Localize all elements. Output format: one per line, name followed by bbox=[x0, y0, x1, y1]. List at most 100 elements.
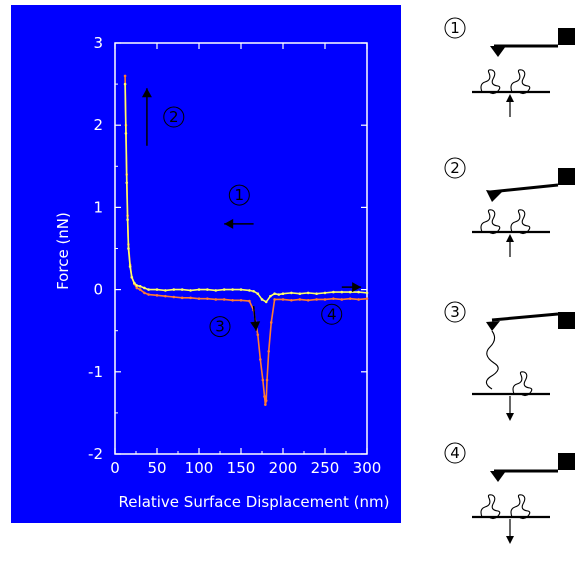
data-point bbox=[269, 321, 273, 324]
data-point bbox=[269, 294, 272, 298]
schematic-step-circle bbox=[444, 17, 466, 39]
data-point bbox=[348, 290, 352, 294]
data-point bbox=[164, 294, 167, 298]
data-point bbox=[172, 295, 176, 299]
step-marker-circle bbox=[163, 106, 185, 128]
data-point bbox=[260, 298, 264, 301]
data-point bbox=[306, 291, 310, 295]
data-point bbox=[164, 289, 167, 292]
schematic-step-2: 2 bbox=[444, 157, 575, 257]
step-marker-label: 1 bbox=[235, 186, 245, 204]
data-point bbox=[126, 218, 129, 222]
data-point bbox=[315, 298, 318, 301]
cantilever-beam bbox=[491, 312, 559, 322]
data-point bbox=[222, 298, 226, 301]
data-point bbox=[340, 298, 344, 301]
schematic-step-circle bbox=[444, 301, 466, 323]
data-point bbox=[261, 378, 265, 382]
data-point bbox=[138, 288, 142, 291]
data-point bbox=[206, 288, 209, 291]
step-marker-label: 4 bbox=[327, 305, 337, 323]
data-point bbox=[273, 298, 276, 301]
data-point bbox=[124, 132, 128, 135]
x-tick-label: 300 bbox=[353, 459, 382, 477]
data-point bbox=[214, 298, 218, 301]
data-point bbox=[259, 358, 262, 361]
protein-icon bbox=[480, 69, 501, 95]
protein-icon bbox=[480, 209, 501, 235]
data-point bbox=[128, 265, 132, 268]
schematic-drawing: 1 2 3 4 bbox=[444, 17, 575, 544]
x-tick-label: 50 bbox=[147, 459, 166, 477]
cantilever-holder bbox=[558, 453, 575, 470]
tip-icon bbox=[490, 471, 506, 482]
data-point bbox=[264, 403, 267, 406]
arrow-down-icon bbox=[506, 536, 514, 544]
protein-icon bbox=[510, 494, 531, 520]
data-point bbox=[147, 288, 150, 291]
cantilever-holder bbox=[558, 168, 575, 185]
data-point bbox=[138, 285, 142, 288]
series-group bbox=[123, 74, 369, 406]
data-point bbox=[135, 284, 139, 287]
tip-icon bbox=[486, 190, 502, 202]
schematic-step-circle bbox=[444, 157, 466, 179]
tip-icon bbox=[486, 321, 500, 331]
data-point bbox=[365, 291, 369, 295]
data-point bbox=[248, 299, 251, 303]
data-point bbox=[155, 288, 159, 291]
schematic-step-4: 4 bbox=[444, 442, 575, 544]
data-point bbox=[315, 292, 318, 296]
schematic-step-label: 2 bbox=[450, 159, 460, 177]
arrow-up-icon bbox=[506, 234, 514, 242]
step-arrow-head bbox=[141, 88, 152, 98]
data-point bbox=[277, 293, 281, 296]
data-point bbox=[123, 82, 127, 86]
data-point bbox=[267, 349, 271, 353]
data-point bbox=[332, 297, 335, 300]
data-point bbox=[180, 288, 184, 291]
data-point bbox=[206, 297, 209, 300]
data-point bbox=[147, 293, 150, 296]
data-point bbox=[248, 289, 251, 292]
data-point bbox=[357, 290, 360, 294]
arrow-down-icon bbox=[506, 413, 514, 421]
step-arrow-head bbox=[250, 321, 261, 331]
data-point bbox=[263, 395, 266, 398]
y-tick-label: 2 bbox=[93, 116, 103, 134]
data-point bbox=[231, 288, 234, 291]
data-point bbox=[281, 292, 285, 296]
step-marker-label: 3 bbox=[215, 318, 225, 336]
step-marker-circle bbox=[209, 316, 231, 338]
protein-icon bbox=[512, 371, 533, 397]
stretched-protein bbox=[485, 330, 499, 390]
afm-schematic: 1 2 3 4 bbox=[430, 0, 577, 565]
protein-icon bbox=[510, 209, 531, 235]
data-point bbox=[197, 288, 201, 291]
data-point bbox=[273, 292, 276, 296]
cantilever-holder bbox=[558, 28, 575, 45]
data-point bbox=[298, 292, 302, 296]
data-point bbox=[239, 298, 243, 302]
data-point bbox=[264, 399, 268, 402]
data-point bbox=[357, 298, 360, 301]
schematic-step-label: 1 bbox=[450, 19, 460, 37]
data-point bbox=[365, 297, 369, 300]
y-tick-label: 1 bbox=[93, 198, 103, 216]
data-point bbox=[252, 289, 255, 293]
x-tick-label: 250 bbox=[311, 459, 340, 477]
chart-background bbox=[11, 5, 401, 523]
y-tick-label: 3 bbox=[93, 34, 103, 52]
schematic-step-label: 4 bbox=[450, 444, 460, 462]
arrow-up-icon bbox=[506, 94, 514, 102]
data-point bbox=[264, 300, 268, 304]
step-arrow-head bbox=[352, 282, 362, 293]
schematic-step-3: 3 bbox=[444, 301, 575, 421]
data-point bbox=[155, 294, 159, 297]
data-point bbox=[189, 296, 192, 300]
x-tick-label: 0 bbox=[110, 459, 120, 477]
y-tick-label: 0 bbox=[93, 281, 103, 299]
data-point bbox=[123, 74, 127, 78]
data-point bbox=[143, 291, 146, 295]
force-curve-chart: 0 50 100 150 200 250 300 3 2 1 0 -1 -2 1 2 3 4 Relative… bbox=[11, 5, 401, 523]
